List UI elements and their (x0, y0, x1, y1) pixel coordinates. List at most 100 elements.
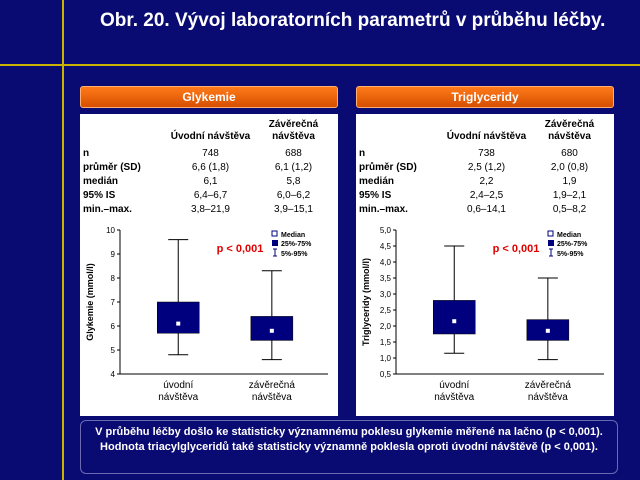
cell-value: 2,0 (0,8) (550, 162, 589, 173)
cell-value: 6,0–6,2 (276, 190, 311, 201)
median-marker (545, 328, 550, 333)
cell-value: 680 (561, 148, 578, 159)
legend-iqr-label: 25%-75% (557, 241, 588, 248)
table-row: n 748 688 (83, 147, 335, 161)
boxplot-chart-triglyceridy: 0,5 1,0 1,5 2,0 2,5 3,0 3,5 4,0 4,5 5,0 Triglyceri… (361, 226, 604, 403)
y-tick-label: 8 (111, 274, 116, 283)
row-label: průměr (SD) (359, 162, 417, 173)
stats-table: Úvodní návštěva Závěrečná návštěva n 738 6… (359, 118, 611, 217)
cell-value: 6,6 (1,8) (191, 162, 230, 173)
stats-table: Úvodní návštěva Závěrečná návštěva n 748 6… (83, 118, 335, 217)
cell-value: 2,5 (1,2) (467, 162, 506, 173)
y-axis-label: Triglyceridy (mmol/l) (361, 258, 371, 346)
y-tick-label: 10 (106, 226, 115, 235)
header-empty (359, 118, 445, 147)
legend-iqr-swatch (272, 240, 278, 246)
panel-card: Úvodní návštěva Závěrečná návštěva n 748 6… (80, 114, 338, 416)
legend-iqr-swatch (548, 240, 554, 246)
legend-median-label: Median (281, 232, 305, 239)
cell-value: 748 (202, 148, 219, 159)
x-category-label: úvodní návštěva (434, 380, 474, 403)
table-header-row: Úvodní návštěva Závěrečná návštěva (83, 118, 335, 147)
legend-median-swatch (547, 230, 554, 237)
row-label: 95% IS (359, 190, 392, 201)
table-header-row: Úvodní návštěva Závěrečná návštěva (359, 118, 611, 147)
cell-value: 6,1 (203, 176, 218, 187)
y-axis-label: Glykemie (mmol/l) (85, 263, 95, 341)
row-label: medián (359, 176, 395, 187)
row-label: min.–max. (83, 204, 132, 215)
cell-value: 688 (285, 148, 302, 159)
median-marker (176, 321, 181, 326)
iqr-box (432, 300, 476, 335)
cell-value: 3,8–21,9 (191, 204, 230, 215)
legend-whisker-label: 5%-95% (281, 251, 308, 258)
table-row: 95% IS 6,4–6,7 6,0–6,2 (83, 189, 335, 203)
y-tick-label: 4,0 (380, 258, 392, 267)
median-marker (452, 319, 457, 324)
row-label: n (359, 148, 366, 159)
vertical-accent-line (62, 0, 64, 480)
y-tick-label: 4,5 (380, 242, 392, 251)
column-header: Úvodní návštěva (170, 131, 251, 142)
row-label: medián (83, 176, 119, 187)
median-marker (269, 328, 274, 333)
panel-card: Úvodní návštěva Závěrečná návštěva n 738 6… (356, 114, 614, 416)
cell-value: 2,4–2,5 (469, 190, 504, 201)
table-row: průměr (SD) 6,6 (1,8) 6,1 (1,2) (83, 161, 335, 175)
y-tick-label: 7 (111, 298, 116, 307)
y-tick-label: 6 (111, 322, 116, 331)
boxplot-chart-glykemie: 4 5 6 7 8 9 10 Glykemie (mmol/l) úvodní návštěva z… (85, 226, 328, 403)
horizontal-accent-line (0, 64, 640, 66)
table-row: medián 2,2 1,9 (359, 175, 611, 189)
cell-value: 5,8 (286, 176, 301, 187)
column-header: Závěrečná návštěva (544, 119, 595, 142)
y-tick-label: 9 (111, 250, 116, 259)
cell-value: 6,1 (1,2) (274, 162, 313, 173)
column-header: Úvodní návštěva (446, 131, 527, 142)
panel-header: Triglyceridy (356, 86, 614, 108)
table-row: min.–max. 3,8–21,9 3,9–15,1 (83, 203, 335, 217)
cell-value: 3,9–15,1 (274, 204, 313, 215)
legend-whisker-label: 5%-95% (557, 251, 584, 258)
cell-value: 1,9–2,1 (552, 190, 587, 201)
p-value-annotation: p < 0,001 (217, 243, 264, 255)
table-row: n 738 680 (359, 147, 611, 161)
table-row: průměr (SD) 2,5 (1,2) 2,0 (0,8) (359, 161, 611, 175)
y-tick-label: 5,0 (380, 226, 392, 235)
y-tick-label: 2,0 (380, 322, 392, 331)
row-label: n (83, 148, 90, 159)
cell-value: 738 (478, 148, 495, 159)
y-tick-label: 3,5 (380, 274, 392, 283)
cell-value: 0,6–14,1 (467, 204, 506, 215)
panel-glykemie: Glykemie Úvodní návštěva Závěrečná návšt… (80, 86, 338, 416)
legend-iqr-label: 25%-75% (281, 241, 312, 248)
panel-triglyceridy: Triglyceridy Úvodní návštěva Závěrečná n… (356, 86, 614, 416)
cell-value: 6,4–6,7 (193, 190, 228, 201)
table-row: 95% IS 2,4–2,5 1,9–2,1 (359, 189, 611, 203)
column-header: Závěrečná návštěva (268, 119, 319, 142)
cell-value: 1,9 (562, 176, 577, 187)
row-label: min.–max. (359, 204, 408, 215)
table-row: min.–max. 0,6–14,1 0,5–8,2 (359, 203, 611, 217)
x-category-label: úvodní návštěva (158, 380, 198, 403)
summary-footer: V průběhu léčby došlo ke statisticky výz… (80, 420, 618, 474)
row-label: průměr (SD) (83, 162, 141, 173)
legend-median-swatch (271, 230, 278, 237)
page-title: Obr. 20. Vývoj laboratorních parametrů v… (100, 10, 606, 31)
cell-value: 2,2 (479, 176, 494, 187)
y-tick-label: 5 (111, 346, 116, 355)
iqr-box (156, 301, 200, 334)
legend-median-label: Median (557, 232, 581, 239)
y-tick-label: 0,5 (380, 370, 392, 379)
y-tick-label: 1,0 (380, 354, 392, 363)
y-tick-label: 3,0 (380, 290, 392, 299)
y-tick-label: 1,5 (380, 338, 392, 347)
cell-value: 0,5–8,2 (552, 204, 587, 215)
header-empty (83, 118, 169, 147)
x-category-label: závěrečná návštěva (525, 380, 572, 403)
iqr-box (250, 316, 294, 341)
table-row: medián 6,1 5,8 (83, 175, 335, 189)
x-category-label: závěrečná návštěva (249, 380, 296, 403)
panel-header: Glykemie (80, 86, 338, 108)
